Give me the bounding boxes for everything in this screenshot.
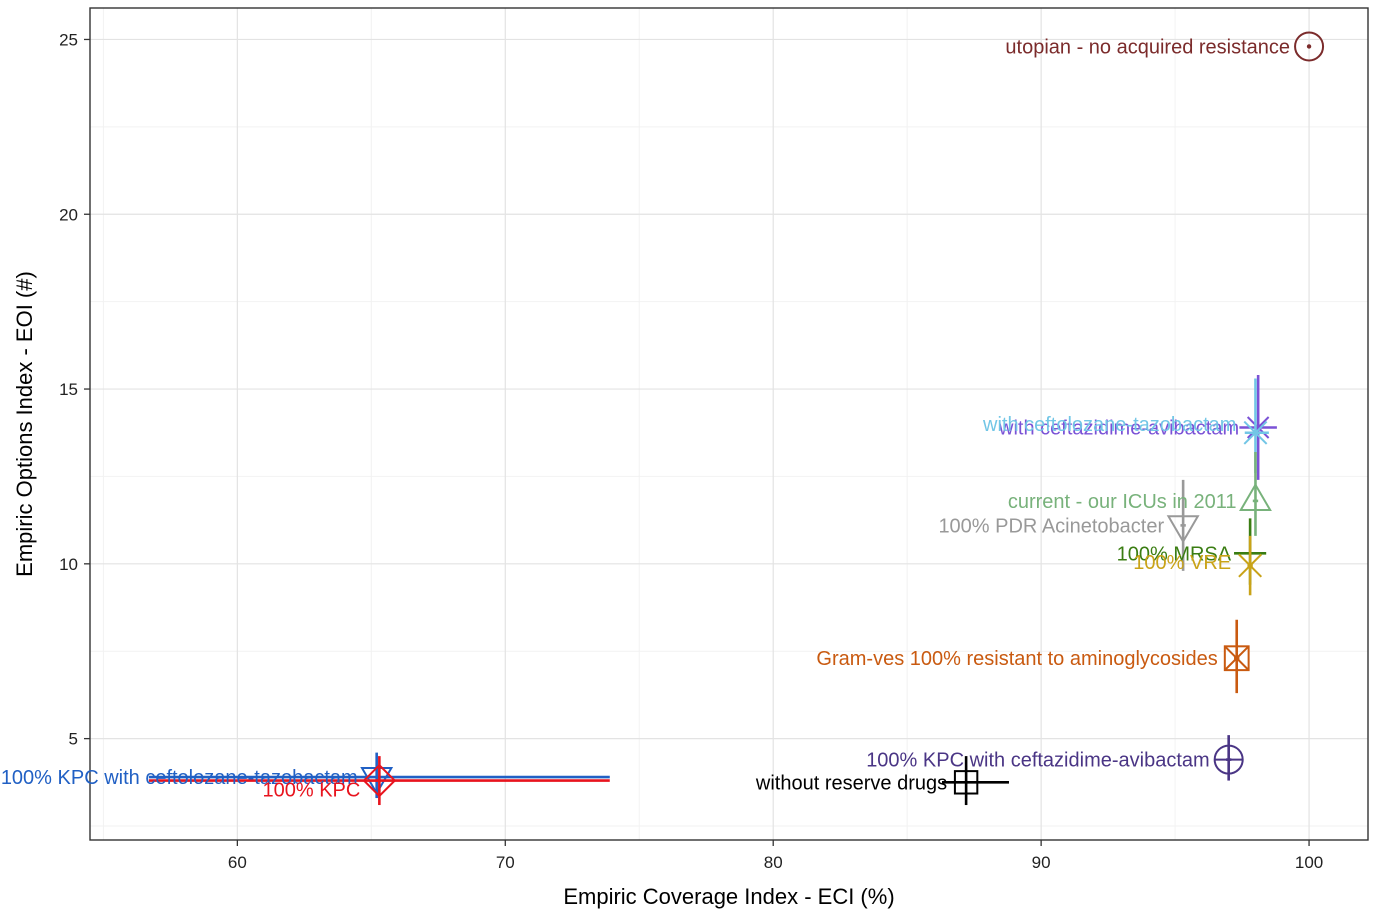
point-label: 100% KPC with ceftazidime-avibactam <box>866 750 1209 772</box>
point-label: current - our ICUs in 2011 <box>1008 491 1237 513</box>
x-tick-label: 100 <box>1295 853 1323 872</box>
point-marker <box>949 765 983 800</box>
point-label: without reserve drugs <box>755 772 947 794</box>
point-label: utopian - no acquired resistance <box>1005 36 1290 58</box>
y-axis: 5 10 15 20 25 <box>59 30 90 749</box>
point-marker <box>1294 31 1325 62</box>
x-tick-label: 70 <box>496 853 515 872</box>
x-axis: 60 70 80 90 100 <box>228 840 1323 872</box>
gridlines <box>90 8 1368 840</box>
y-axis-title: Empiric Options Index - EOI (#) <box>12 271 37 577</box>
data-point <box>1223 619 1250 694</box>
data-point <box>1166 479 1200 571</box>
point-label: 100% KPC <box>263 779 361 801</box>
data-point <box>1213 735 1244 781</box>
point-marker <box>1223 645 1250 672</box>
x-tick-label: 60 <box>228 853 247 872</box>
y-tick-label: 15 <box>59 380 78 399</box>
point-label: with ceftazidime-avibactam <box>998 417 1239 439</box>
y-tick-label: 25 <box>59 30 78 49</box>
point-marker <box>1238 553 1263 578</box>
point-label: Gram-ves 100% resistant to aminoglycosid… <box>816 648 1217 670</box>
point-marker <box>1166 515 1200 544</box>
plot-border <box>89 7 1369 841</box>
data-point <box>1239 451 1272 536</box>
point-marker <box>1213 744 1244 775</box>
x-tick-label: 80 <box>764 853 783 872</box>
point-label: with ceftolozane-tazobactam <box>982 414 1236 436</box>
point-label: 100% PDR Acinetobacter <box>938 515 1164 537</box>
point-label: 100% MRSA <box>1117 543 1232 565</box>
data-point <box>148 756 610 806</box>
y-tick-label: 10 <box>59 555 78 574</box>
x-tick-label: 90 <box>1032 853 1051 872</box>
point-label: 100% KPC with ceftolozane-tazobactam <box>1 767 358 789</box>
data-point <box>942 756 1009 806</box>
point-labels: utopian - no acquired resistance with cef… <box>1 36 1290 801</box>
x-axis-title: Empiric Coverage Index - ECI (%) <box>563 884 894 909</box>
data-point <box>1238 535 1263 596</box>
point-marker <box>362 763 397 798</box>
y-tick-label: 20 <box>59 205 78 224</box>
data-points <box>148 31 1325 806</box>
y-tick-label: 5 <box>69 730 78 749</box>
point-label: 100% VRE <box>1133 552 1231 574</box>
data-point <box>1294 31 1325 62</box>
point-marker <box>1243 420 1268 445</box>
point-marker <box>1239 482 1272 512</box>
data-point <box>1239 375 1277 480</box>
plot-background <box>90 8 1368 840</box>
point-marker <box>1243 412 1273 443</box>
